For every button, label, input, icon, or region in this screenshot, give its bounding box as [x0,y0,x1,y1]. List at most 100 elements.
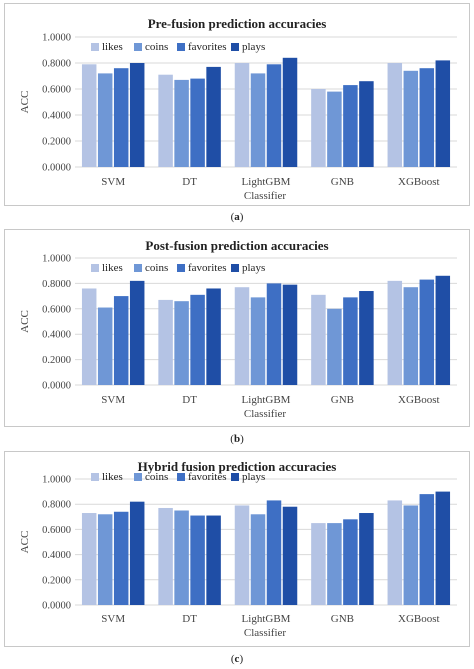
bar-coins [174,79,189,167]
x-axis-label: Classifier [244,408,286,420]
bar-plays [282,57,298,167]
y-tick-label: 0.4000 [42,550,71,561]
bar-coins [174,510,189,605]
chart-panel-b: 0.0000 0.2000 0.4000 0.6000 0.8000 1.0000 ACC P… [4,229,470,427]
y-tick-label: 0.0000 [42,163,71,174]
legend-swatch-likes [91,264,99,272]
y-tick-label: 0.2000 [42,355,71,366]
bar-plays [129,63,145,167]
bar-favorites [113,296,129,385]
bar-plays [359,81,374,167]
legend-label-coins: coins [145,471,168,483]
x-tick-label: XGBoost [398,176,440,188]
bar-plays [282,284,298,385]
y-tick-label: 0.0000 [42,601,71,612]
legend-swatch-favorites [177,43,185,51]
bar-favorites [266,500,282,605]
y-tick-label: 0.8000 [42,279,71,290]
bar-coins [250,514,266,605]
x-tick-label: XGBoost [398,394,440,406]
bar-favorites [190,515,205,605]
chart-a-svg: 0.0000 0.2000 0.4000 0.6000 0.8000 1.0000 ACC P… [19,16,457,202]
chart-b-svg: 0.0000 0.2000 0.4000 0.6000 0.8000 1.0000 ACC P… [19,238,457,420]
bar-likes [158,74,173,167]
y-axis-label: ACC [19,531,31,554]
legend-swatch-coins [134,43,142,51]
bar-coins [250,297,266,385]
legend-label-plays: plays [242,41,265,53]
bar-plays [435,275,451,385]
x-tick-label: LightGBM [242,176,291,188]
y-tick-label: 0.6000 [42,525,71,536]
caption-a: (a) [230,211,244,223]
legend-label-likes: likes [102,41,123,53]
bar-coins [97,73,113,167]
y-tick-label: 0.2000 [42,575,71,586]
bar-coins [403,287,419,385]
legend-swatch-plays [231,473,239,481]
legend-swatch-likes [91,473,99,481]
chart-title: Post-fusion prediction accuracies [145,238,328,253]
y-tick-label: 0.8000 [42,59,71,70]
bar-coins [327,91,342,167]
legend-swatch-favorites [177,473,185,481]
caption-b: (b) [230,433,244,445]
x-tick-label: LightGBM [242,613,291,625]
bar-likes [234,505,250,605]
bar-coins [97,307,113,385]
bar-favorites [113,511,129,605]
x-tick-label: SVM [101,176,125,188]
bar-favorites [343,519,358,605]
bar-likes [311,294,326,385]
chart-title: Pre-fusion prediction accuracies [148,16,327,31]
bar-coins [327,523,342,605]
y-tick-label: 0.6000 [42,85,71,96]
x-tick-label: SVM [101,394,125,406]
bar-plays [435,491,451,605]
bar-plays [206,288,221,385]
bar-likes [158,507,173,605]
bar-plays [282,506,298,605]
bar-favorites [190,78,205,167]
bar-likes [81,288,97,385]
legend-swatch-plays [231,43,239,51]
bar-plays [129,280,145,385]
bar-plays [435,60,451,167]
x-axis-label: Classifier [244,627,286,639]
bar-likes [234,63,250,167]
bar-favorites [266,283,282,385]
legend-swatch-favorites [177,264,185,272]
bar-plays [206,66,221,167]
bar-likes [387,500,403,605]
bar-favorites [266,64,282,167]
bar-coins [97,514,113,605]
chart-panel-c: 0.0000 0.2000 0.4000 0.6000 0.8000 1.0000 ACC H… [4,451,470,647]
legend-label-plays: plays [242,262,265,274]
bar-favorites [343,297,358,385]
chart-panel-a: 0.0000 0.2000 0.4000 0.6000 0.8000 1.0000 ACC P… [4,3,470,206]
bar-likes [81,64,97,167]
bar-favorites [113,68,129,167]
bar-favorites [343,85,358,167]
bar-favorites [419,68,435,167]
bar-plays [359,291,374,385]
y-axis-label: ACC [19,310,31,333]
x-tick-label: DT [182,394,197,406]
y-tick-label: 1.0000 [42,254,71,265]
y-axis-label: ACC [19,91,31,114]
x-tick-label: GNB [331,394,354,406]
x-tick-label: DT [182,613,197,625]
x-tick-label: GNB [331,613,354,625]
x-tick-label: LightGBM [242,394,291,406]
legend-swatch-coins [134,473,142,481]
bar-likes [387,63,403,167]
bar-likes [311,523,326,605]
x-tick-label: DT [182,176,197,188]
bar-likes [158,299,173,385]
chart-title: Hybrid fusion prediction accuracies [138,459,337,474]
bar-favorites [419,279,435,385]
bar-plays [359,513,374,605]
legend-label-likes: likes [102,262,123,274]
bar-coins [403,505,419,605]
bar-likes [311,89,326,167]
